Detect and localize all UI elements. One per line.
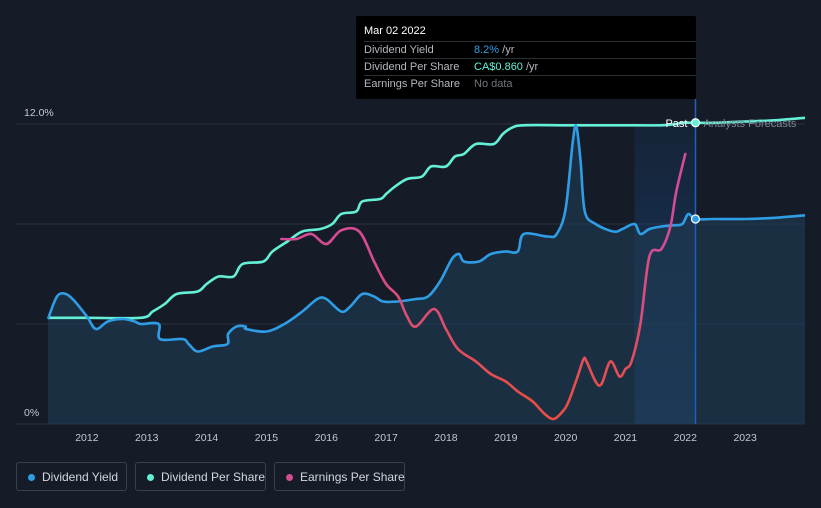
eps-segment [456,347,478,363]
x-tick-label: 2016 [315,432,339,444]
legend-dividend-per-share[interactable]: Dividend Per Share [135,462,266,491]
eps-segment [639,255,651,326]
tooltip-label: Dividend Yield [364,44,434,56]
eps-segment [675,152,687,193]
x-tick-label: 2020 [554,432,578,444]
legend-label: Dividend Yield [42,470,119,484]
earnings-per-share-line [280,152,687,421]
eps-segment [396,295,409,318]
y-axis-label-bottom: 0% [24,407,39,419]
tooltip-unit: /yr [499,44,515,56]
end-marker [690,214,701,224]
tooltip-value-wrap: CA$0.860 /yr [474,59,538,75]
eps-segment [432,307,448,331]
tooltip-row-dividend-per-share: Dividend Per Share CA$0.860 /yr [364,58,696,76]
tooltip-label: Dividend Per Share [364,61,460,73]
x-tick-label: 2021 [614,432,638,444]
dividend-chart: Past Analysts Forecasts 12.0% 0% 2012 201… [16,99,806,444]
eps-segment [561,400,570,413]
dividend-per-share-line [47,116,806,320]
tooltip-unit: /yr [522,61,539,73]
tooltip-row-dividend-yield: Dividend Yield 8.2% /yr [364,41,696,59]
eps-segment [660,225,672,251]
eps-segment [567,375,579,403]
earnings-per-share-dot-icon [286,474,293,481]
eps-segment [504,380,520,393]
tooltip-value: No data [474,78,513,90]
eps-segment [489,372,508,383]
dividend-yield-area [48,125,805,424]
dividend-yield-line [46,124,806,353]
eps-segment [384,282,400,298]
tooltip-label: Earnings Per Share [364,78,460,90]
eps-segment [414,307,436,328]
legend-label: Earnings Per Share [300,470,405,484]
x-tick-label: 2014 [195,432,219,444]
tooltip-value-wrap: No data [474,76,513,92]
tooltip-date: Mar 02 2022 [364,25,426,37]
eps-segment [444,327,460,351]
dividend-per-share-dot-icon [147,474,154,481]
eps-segment [372,260,388,286]
x-tick-label: 2017 [374,432,398,444]
eps-segment [516,390,534,403]
x-tick-label: 2012 [75,432,99,444]
tooltip-value: CA$0.860 [474,61,523,73]
tooltip-row-earnings-per-share: Earnings Per Share No data [364,75,696,93]
x-axis-ticks: 2012 2013 2014 2015 2016 2017 2018 2019 2020 2021… [75,432,757,444]
end-marker [690,118,701,128]
legend-dividend-yield[interactable]: Dividend Yield [16,462,127,491]
past-label: Past [665,118,687,130]
analysts-forecasts-label: Analysts Forecasts [703,118,796,130]
legend-earnings-per-share[interactable]: Earnings Per Share [274,462,405,491]
eps-segment [624,360,633,371]
legend-label: Dividend Per Share [161,470,266,484]
x-tick-label: 2015 [255,432,279,444]
tooltip-value-wrap: 8.2% /yr [474,42,514,58]
x-tick-label: 2013 [135,432,159,444]
eps-segment [310,232,328,246]
x-tick-label: 2018 [434,432,458,444]
eps-segment [669,190,678,228]
x-tick-label: 2019 [494,432,518,444]
eps-segment [585,360,597,383]
y-axis-label-top: 12.0% [24,107,54,119]
eps-segment [474,360,493,376]
eps-segment [357,230,376,263]
eps-segment [630,322,642,363]
dividend-yield-dot-icon [28,474,35,481]
x-tick-label: 2022 [674,432,698,444]
data-tooltip: Mar 02 2022 Dividend Yield 8.2% /yr Divi… [356,16,696,99]
tooltip-value: 8.2% [474,44,500,56]
eps-segment [325,229,343,246]
eps-segment [339,226,361,233]
x-tick-label: 2023 [733,432,757,444]
end-markers [690,118,701,224]
